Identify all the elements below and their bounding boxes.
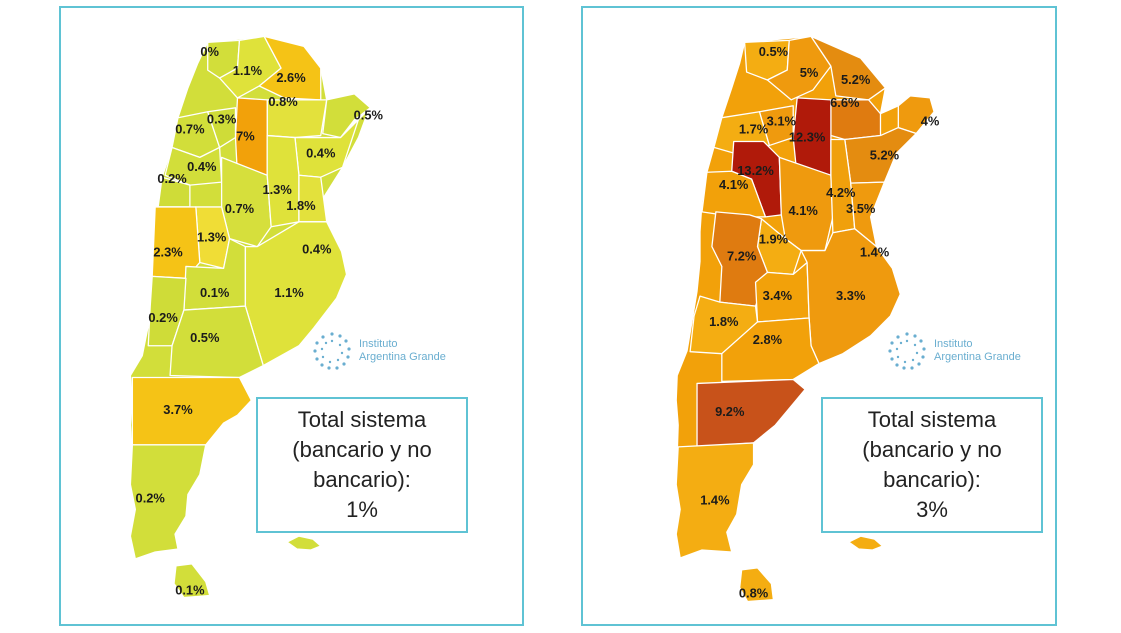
value-label-santiago-del-estero: 12.3% bbox=[789, 129, 826, 144]
value-label-jujuy: 0.5% bbox=[759, 44, 789, 59]
logo-line1: Instituto bbox=[359, 338, 398, 350]
value-labels-right: 0.5% 5% 5.2% 6.6% 4% 1.7%3.1%12.3% 13.2% 5.2% 4.… bbox=[700, 44, 940, 600]
value-label-rio-negro: 2.8% bbox=[753, 332, 783, 347]
value-label-cordoba: 0.7% bbox=[225, 201, 255, 216]
value-label-entre-rios: 1.8% bbox=[286, 198, 316, 213]
value-label-santa-fe: 1.3% bbox=[262, 182, 292, 197]
region-santacruz bbox=[675, 442, 755, 559]
value-label-misiones: 4% bbox=[921, 114, 940, 129]
value-label-buenos-aires: 1.1% bbox=[274, 285, 304, 300]
dotted-ring-logo-icon bbox=[313, 332, 351, 370]
value-label-tucuman: 3.1% bbox=[767, 114, 797, 129]
value-label-santa-cruz: 1.4% bbox=[700, 492, 730, 507]
total-system-box-right: Total sistema (bancario y no bancario): … bbox=[821, 397, 1043, 533]
value-label-san-luis: 1.3% bbox=[197, 230, 227, 245]
institute-logo: Instituto Argentina Grande bbox=[311, 330, 446, 372]
region-tierradelfuego bbox=[173, 563, 211, 599]
region-santacruz bbox=[129, 444, 207, 560]
value-label-tierra-del-fuego: 0.1% bbox=[175, 583, 205, 598]
region-entrerios bbox=[850, 181, 886, 248]
value-labels-left: 0%1.1% 2.6%0.8%0.5%0.7%0.3%7%0.4%0.4%0.2%… bbox=[136, 44, 384, 597]
region-rionegro bbox=[169, 305, 264, 379]
value-label-buenos-aires: 3.3% bbox=[836, 288, 866, 303]
value-label-chubut: 3.7% bbox=[163, 402, 193, 417]
value-label-chubut: 9.2% bbox=[715, 404, 745, 419]
argentina-map-right: 0.5% 5% 5.2% 6.6% 4% 1.7%3.1%12.3% 13.2% 5.2% 4.… bbox=[675, 35, 940, 603]
region-malvinas bbox=[848, 535, 884, 551]
value-label-entre-rios: 3.5% bbox=[846, 201, 876, 216]
value-label-caba: 0.4% bbox=[302, 242, 332, 257]
logo-line2: Argentina Grande bbox=[359, 351, 446, 363]
region-misiones bbox=[322, 93, 371, 139]
value-label-caba: 1.4% bbox=[860, 245, 890, 260]
value-label-catamarca: 0.7% bbox=[175, 122, 205, 137]
argentina-map-left: 0%1.1% 2.6%0.8%0.5%0.7%0.3%7%0.4%0.4%0.2%… bbox=[129, 35, 384, 599]
value-label-mendoza: 2.3% bbox=[153, 245, 183, 260]
value-label-la-pampa: 0.1% bbox=[200, 285, 230, 300]
value-label-corrientes: 5.2% bbox=[870, 147, 900, 162]
value-label-chaco: 6.6% bbox=[830, 95, 860, 110]
value-label-jujuy: 0% bbox=[200, 44, 219, 59]
region-tierradelfuego bbox=[739, 567, 775, 603]
value-label-salta: 1.1% bbox=[233, 63, 263, 78]
value-label-neuquen: 0.2% bbox=[148, 310, 178, 325]
value-label-la-pampa: 3.4% bbox=[763, 288, 793, 303]
region-tucuman bbox=[758, 105, 794, 147]
institute-logo: Instituto Argentina Grande bbox=[886, 330, 1021, 372]
total-system-value: 1% bbox=[346, 497, 378, 522]
value-label-san-juan: 4.1% bbox=[719, 177, 749, 192]
value-label-tucuman: 0.3% bbox=[207, 112, 237, 127]
value-label-tierra-del-fuego: 0.8% bbox=[739, 586, 769, 601]
map-panel-left: 0% 1.1% 2.6% 0.8% 0.5% 0.7% 0.3% 7% 0.4% 0.4% 0.2%… bbox=[59, 6, 524, 626]
logo-line2: Argentina Grande bbox=[934, 351, 1021, 363]
value-label-cordoba: 4.1% bbox=[788, 203, 818, 218]
value-label-formosa: 5.2% bbox=[841, 72, 871, 87]
value-label-la-rioja: 0.4% bbox=[187, 159, 217, 174]
value-label-san-juan: 0.2% bbox=[157, 171, 187, 186]
value-label-salta: 5% bbox=[800, 65, 819, 80]
region-rionegro bbox=[721, 317, 820, 383]
value-label-san-luis: 1.9% bbox=[759, 232, 789, 247]
region-tucuman bbox=[207, 107, 237, 149]
value-label-rio-negro: 0.5% bbox=[190, 330, 220, 345]
value-label-santa-cruz: 0.2% bbox=[136, 490, 166, 505]
total-system-label: Total sistema (bancario y no bancario): bbox=[292, 407, 432, 492]
total-system-box-left: Total sistema (bancario y no bancario): … bbox=[256, 397, 468, 533]
region-malvinas bbox=[286, 535, 322, 551]
region-formosa bbox=[258, 35, 322, 101]
region-sanjuan bbox=[701, 170, 767, 218]
value-label-santa-fe: 4.2% bbox=[826, 185, 856, 200]
map-panel-right: 0.5% 5% 5.2% 6.6% 4% 1.7% 3.1% 12.3% 13.2% 5.2% 4.… bbox=[581, 6, 1057, 626]
value-label-catamarca: 1.7% bbox=[739, 122, 769, 137]
region-chubut bbox=[696, 378, 806, 448]
total-system-label: Total sistema (bancario y no bancario): bbox=[862, 407, 1002, 492]
value-label-mendoza: 7.2% bbox=[727, 248, 757, 263]
value-label-misiones: 0.5% bbox=[354, 108, 384, 123]
logo-line1: Instituto bbox=[934, 338, 973, 350]
value-label-corrientes: 0.4% bbox=[306, 145, 336, 160]
value-label-la-rioja: 13.2% bbox=[737, 163, 774, 178]
value-label-chaco: 0.8% bbox=[268, 94, 298, 109]
total-system-value: 3% bbox=[916, 497, 948, 522]
value-label-santiago-del-estero: 7% bbox=[236, 129, 255, 144]
value-label-neuquen: 1.8% bbox=[709, 314, 739, 329]
dotted-ring-logo-icon bbox=[888, 332, 926, 370]
value-label-formosa: 2.6% bbox=[276, 70, 306, 85]
